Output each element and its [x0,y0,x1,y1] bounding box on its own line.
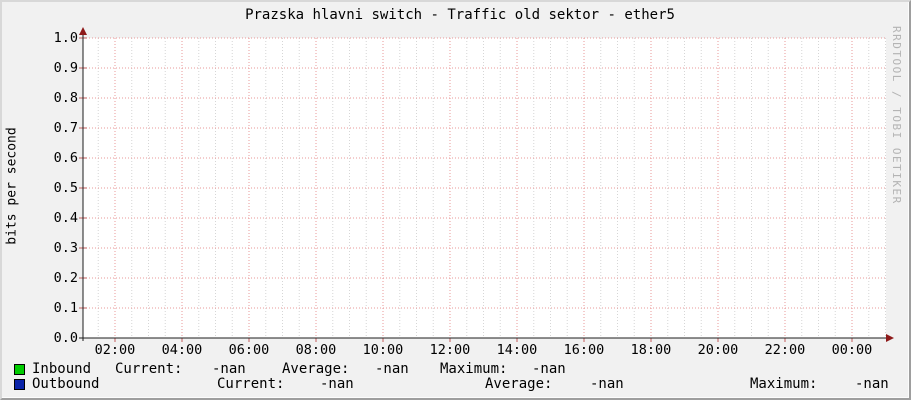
legend-stat-label: Average: [485,376,553,392]
y-tick-label: 0.1 [53,300,78,316]
x-tick-label: 06:00 [228,342,270,358]
y-tick-label: 0.3 [53,240,78,256]
legend-stat-label: Maximum: [750,376,818,392]
legend-stat-label: Maximum: [440,361,508,377]
x-tick-label: 18:00 [630,342,672,358]
y-tick-label: 0.8 [53,90,78,106]
y-tick-label: 0.7 [53,120,78,136]
x-tick-label: 20:00 [697,342,739,358]
y-tick-label: 0.9 [53,60,78,76]
rrdtool-watermark: RRDTOOL / TOBI OETIKER [890,26,903,205]
x-tick-label: 12:00 [429,342,471,358]
legend-swatch-outbound [14,379,25,390]
legend-series-name: Inbound [32,361,92,377]
y-tick-label: 1.0 [53,30,78,46]
y-tick-label: 0.4 [53,210,78,226]
legend-series-name: Outbound [32,376,100,392]
legend-stat-label: Average: [282,361,350,377]
x-tick-label: 00:00 [831,342,873,358]
legend-stat-value: -nan [590,376,624,392]
x-axis-arrow [886,334,894,342]
legend-stat-value: -nan [320,376,354,392]
y-tick-label: 0.0 [53,330,78,346]
legend-swatch-inbound [14,364,25,375]
x-tick-label: 22:00 [764,342,806,358]
legend-stat-value: -nan [855,376,889,392]
x-tick-label: 08:00 [295,342,337,358]
y-axis-arrow [79,27,87,35]
y-axis-label: bits per second [4,127,20,245]
x-tick-label: 02:00 [94,342,136,358]
x-tick-label: 14:00 [496,342,538,358]
legend-stat-label: Current: [115,361,183,377]
y-tick-label: 0.5 [53,180,78,196]
x-tick-label: 16:00 [563,342,605,358]
legend-stat-value: -nan [532,361,566,377]
legend-stat-value: -nan [375,361,409,377]
legend-stat-label: Current: [217,376,285,392]
x-tick-label: 10:00 [362,342,404,358]
legend-stat-value: -nan [212,361,246,377]
x-tick-label: 04:00 [161,342,203,358]
y-tick-label: 0.2 [53,270,78,286]
y-tick-label: 0.6 [53,150,78,166]
graph-title: Prazska hlavni switch - Traffic old sekt… [245,7,675,23]
